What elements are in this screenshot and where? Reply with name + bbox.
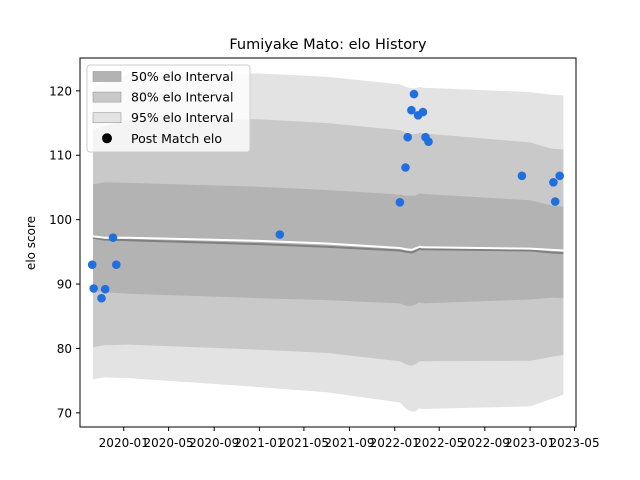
median-line (92, 235, 564, 252)
x-tick-label: 2021-01 (234, 436, 284, 450)
y-tick-label: 100 (49, 213, 72, 227)
data-point (517, 171, 527, 181)
x-axis: 2020-012020-052020-092021-012021-052021-… (99, 427, 600, 450)
legend-label: 95% elo Interval (131, 110, 233, 125)
x-tick-label: 2022-09 (460, 436, 510, 450)
data-point (409, 89, 419, 99)
data-point (89, 284, 98, 293)
legend-swatch-band-50 (92, 71, 122, 82)
y-tick-label: 70 (57, 406, 72, 420)
y-axis-title: elo score (24, 216, 38, 270)
data-point (407, 105, 416, 115)
data-point (550, 197, 560, 206)
data-point (100, 284, 110, 294)
legend: 50% elo Interval 80% elo Interval 95% elo … (86, 64, 251, 153)
data-point (108, 233, 118, 242)
y-tick-label: 110 (49, 149, 72, 163)
axes-frame (79, 57, 577, 428)
x-tick-label: 2023-01 (505, 436, 555, 450)
plot-area (79, 57, 577, 428)
legend-label: 50% elo Interval (131, 69, 233, 84)
data-point (555, 171, 564, 181)
mean-line (92, 236, 564, 255)
x-tick-label: 2020-05 (144, 436, 194, 450)
legend-swatch-band-95 (92, 112, 122, 123)
x-tick-label: 2020-09 (189, 436, 239, 450)
legend-label: 80% elo Interval (131, 90, 233, 105)
interval-bands (93, 73, 564, 412)
data-point (275, 230, 285, 239)
data-point (401, 163, 410, 172)
x-tick-label: 2023-05 (549, 436, 599, 450)
x-tick-label: 2020-01 (99, 436, 149, 450)
x-tick-label: 2021-05 (279, 436, 329, 450)
data-point (395, 198, 405, 207)
data-point (97, 293, 106, 303)
data-point (549, 178, 558, 187)
trend-lines (92, 235, 564, 255)
y-axis: 70 80 90 100 110 120 (49, 84, 80, 420)
y-tick-label: 120 (49, 84, 72, 98)
data-point (87, 260, 97, 270)
chart-title: Fumiyake Mato: elo History (229, 37, 427, 53)
x-tick-label: 2022-05 (414, 436, 464, 450)
legend-marker-point (102, 133, 112, 144)
x-tick-label: 2021-09 (324, 436, 374, 450)
legend-label: Post Match elo (131, 131, 222, 146)
legend-box (86, 64, 251, 153)
data-point (418, 107, 428, 117)
legend-swatch-band-80 (92, 91, 122, 103)
data-point (403, 132, 413, 142)
data-point (424, 137, 433, 146)
data-point (112, 260, 121, 270)
y-tick-label: 80 (57, 342, 72, 356)
y-tick-label: 90 (57, 278, 72, 292)
post-match-points (87, 89, 564, 303)
x-tick-label: 2022-01 (370, 436, 420, 450)
